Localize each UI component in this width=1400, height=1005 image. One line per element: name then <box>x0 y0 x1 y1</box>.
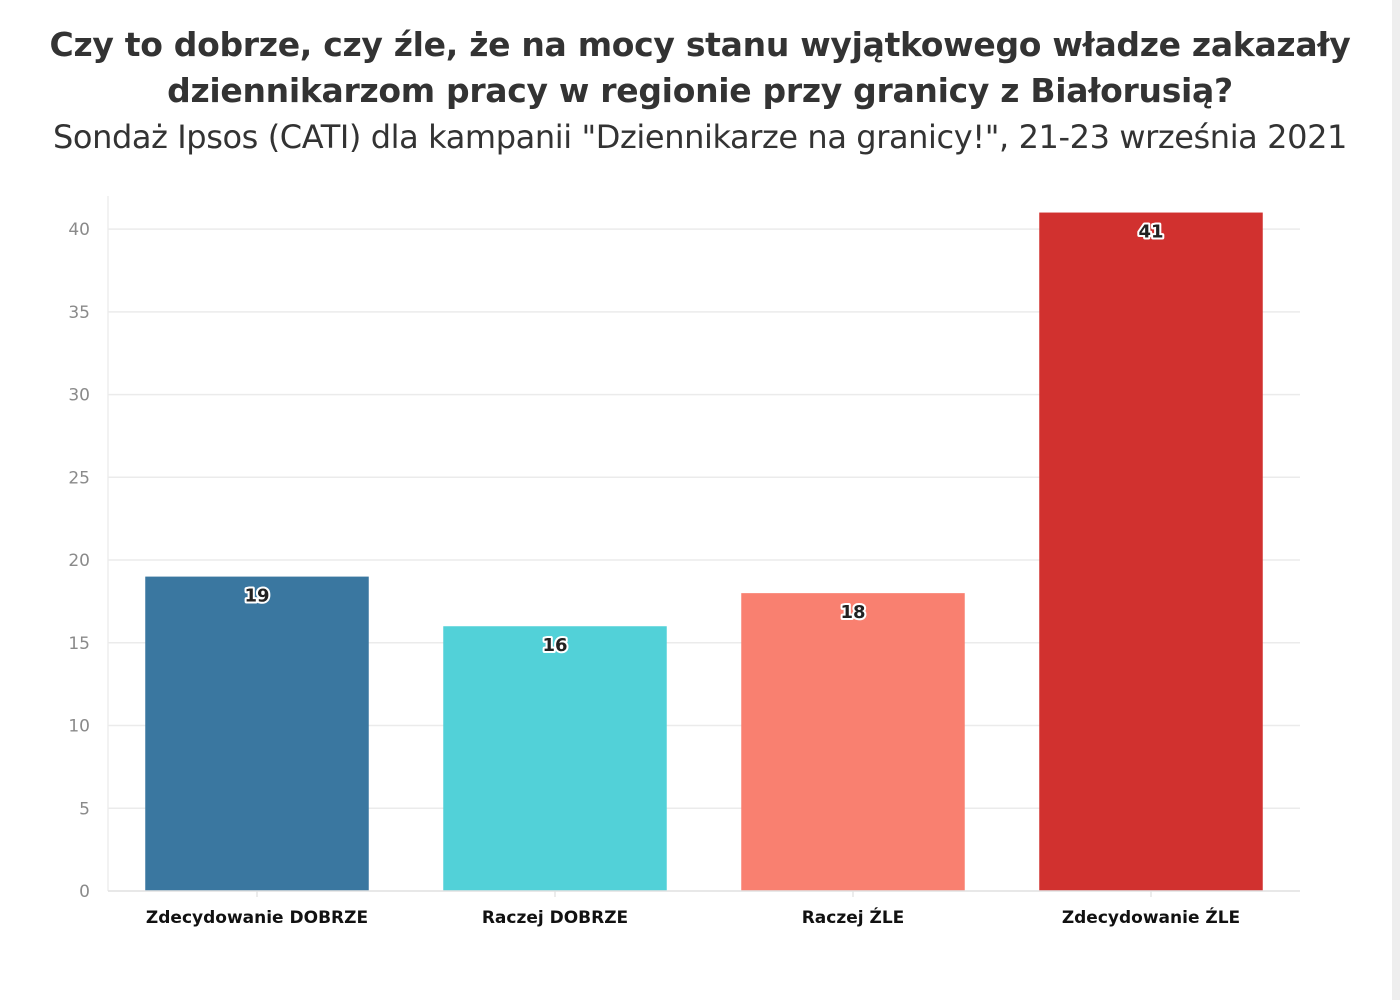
x-category-label-3: Raczej ŹLE <box>802 906 905 928</box>
y-tick-label-15: 15 <box>68 634 90 654</box>
y-tick-label-25: 25 <box>68 468 90 488</box>
data-label-4: 41 <box>1138 222 1163 243</box>
y-tick-label-40: 40 <box>68 220 90 240</box>
chart-subtitle: Sondaż Ipsos (CATI) dla kampanii "Dzienn… <box>52 118 1348 156</box>
page-edge <box>1392 0 1400 1000</box>
bar-3 <box>741 593 965 891</box>
chart-title-line-2: dziennikarzom pracy w regionie przy gran… <box>167 71 1233 110</box>
data-label-3: 18 <box>840 602 865 623</box>
y-tick-label-35: 35 <box>68 303 90 323</box>
y-tick-label-10: 10 <box>68 717 90 737</box>
x-category-label-2: Raczej DOBRZE <box>482 908 628 928</box>
y-tick-label-0: 0 <box>79 882 90 902</box>
y-tick-label-20: 20 <box>68 551 90 571</box>
x-category-label-4: Zdecydowanie ŹLE <box>1062 906 1240 928</box>
y-tick-label-30: 30 <box>68 386 90 406</box>
data-label-1: 19 <box>244 586 269 607</box>
bar-1 <box>145 576 369 891</box>
chart-title-line-1: Czy to dobrze, czy źle, że na mocy stanu… <box>49 25 1351 64</box>
bar-2 <box>443 626 667 891</box>
data-label-2: 16 <box>542 635 567 656</box>
y-tick-label-5: 5 <box>79 799 90 819</box>
bar-4 <box>1039 212 1263 892</box>
x-category-label-1: Zdecydowanie DOBRZE <box>146 908 368 928</box>
chart-header: Czy to dobrze, czy źle, że na mocy stanu… <box>0 22 1400 160</box>
